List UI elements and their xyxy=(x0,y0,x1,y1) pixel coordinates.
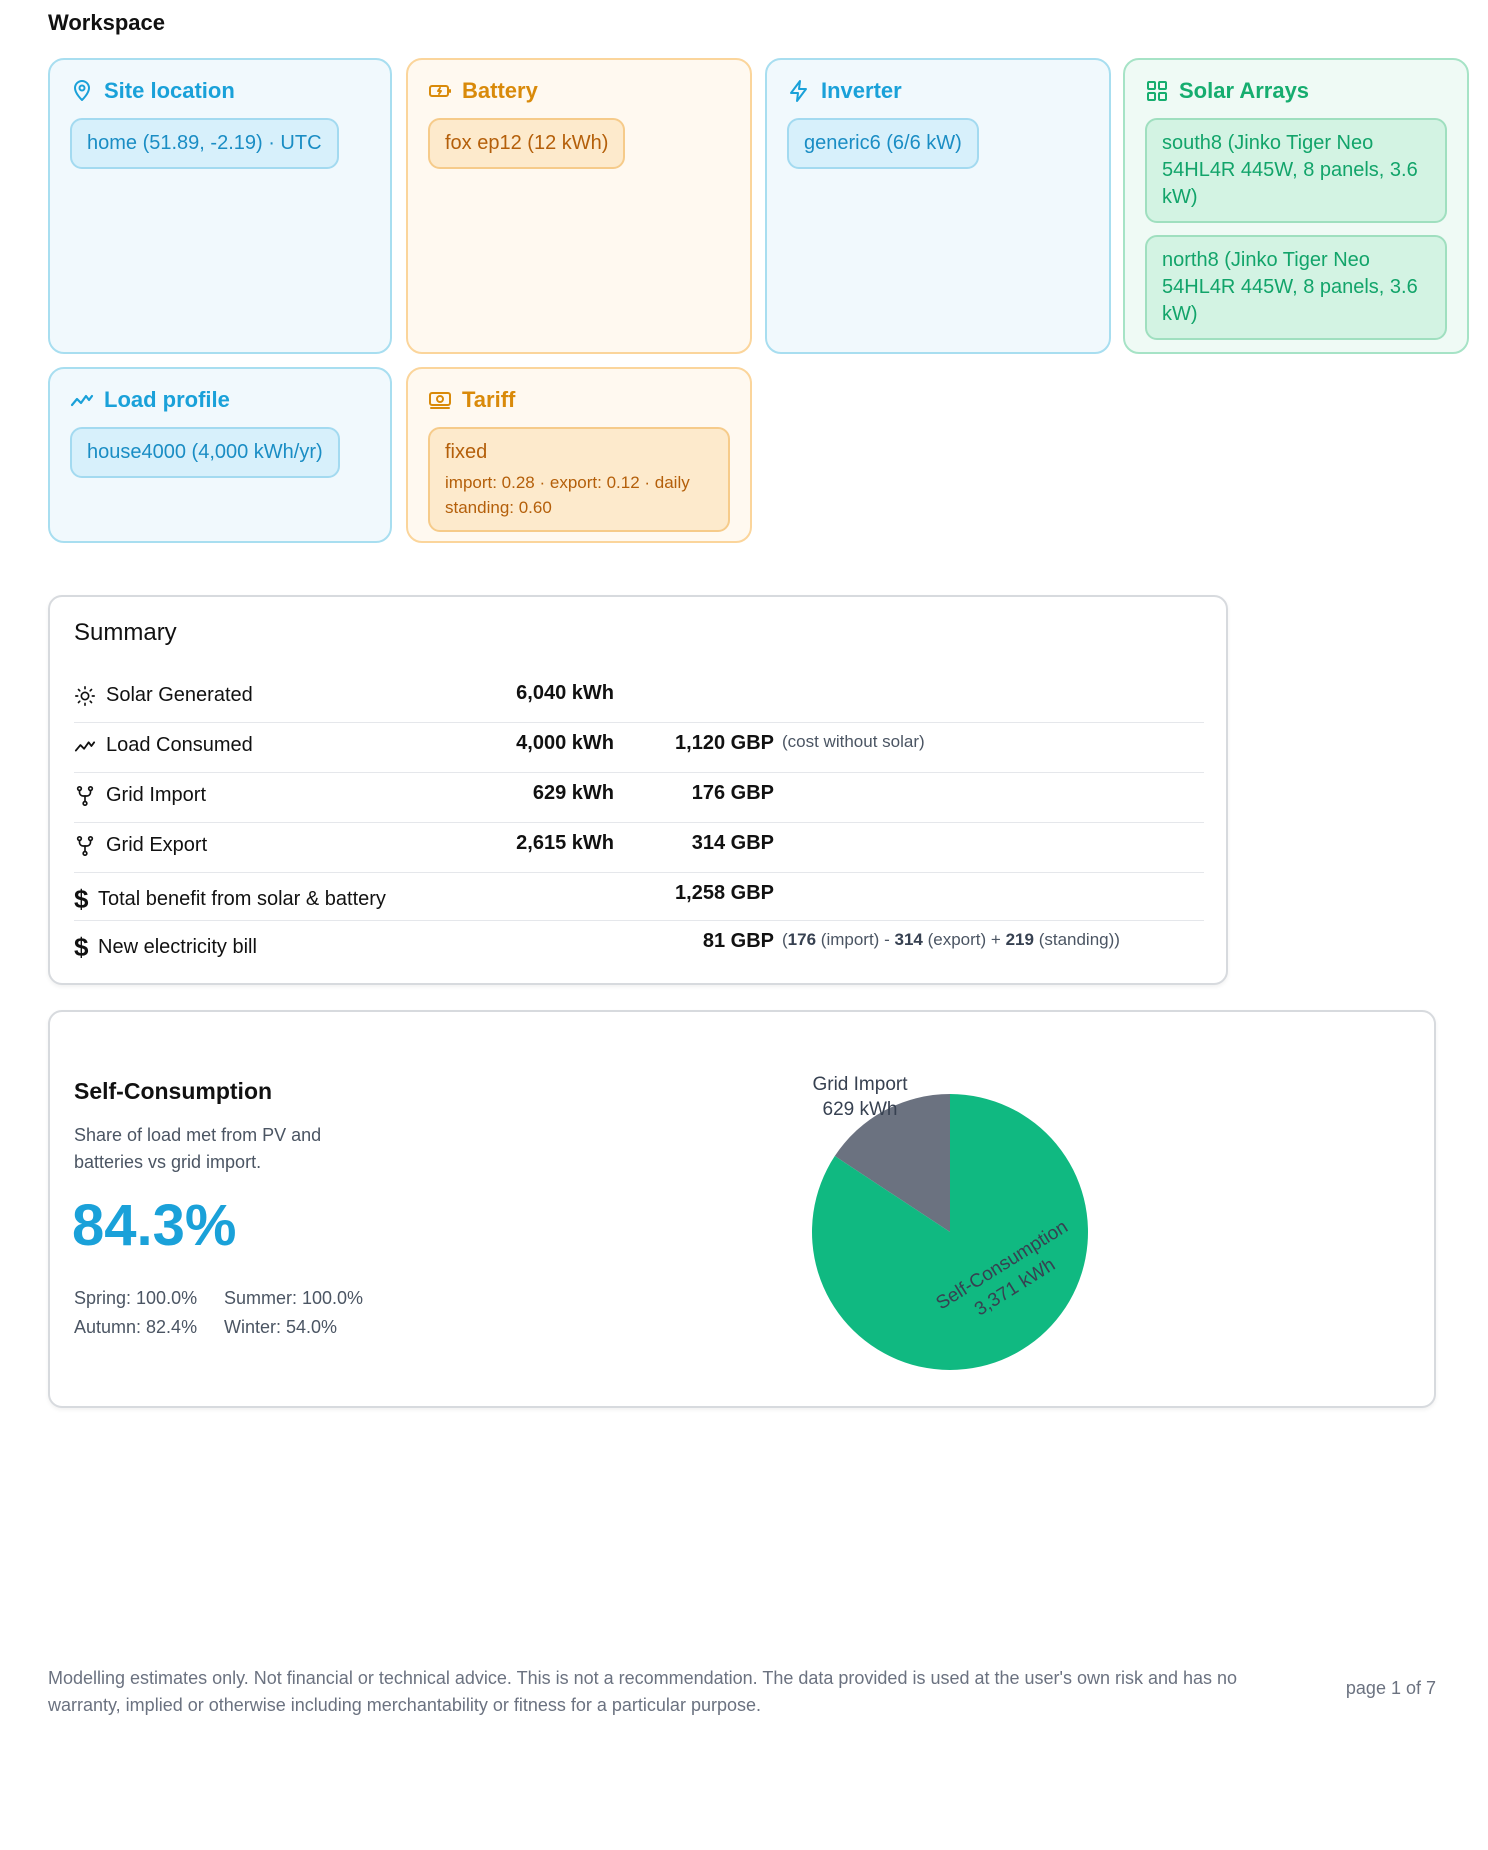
pie-slice-grid-import xyxy=(834,1094,950,1232)
fork-icon xyxy=(76,785,94,806)
tariff-card[interactable]: Tariff fixed import: 0.28 · export: 0.12… xyxy=(406,367,752,543)
summary-label: New electricity bill xyxy=(98,936,257,958)
site-chip[interactable]: home (51.89, -2.19) · UTC xyxy=(70,118,339,169)
pie-label-grid-import: Grid Import xyxy=(812,1074,908,1095)
summary-gbp: 1,258 GBP xyxy=(675,882,774,904)
summary-panel: Summary Solar Generated 6,040 kWh Load C… xyxy=(48,595,1228,985)
summary-kwh: 4,000 kWh xyxy=(516,732,614,754)
sun-icon xyxy=(75,685,95,706)
trend-line-icon xyxy=(70,394,94,407)
bill-breakdown: (176 (import) - 314 (export) + 219 (stan… xyxy=(782,930,1120,949)
summary-label: Total benefit from solar & battery xyxy=(98,888,386,910)
summary-row-solar-generated: Solar Generated 6,040 kWh xyxy=(74,672,1204,723)
self-consumption-panel: Self-Consumption Share of load met from … xyxy=(48,1010,1436,1408)
inverter-chip[interactable]: generic6 (6/6 kW) xyxy=(787,118,979,169)
disclaimer: Modelling estimates only. Not financial … xyxy=(48,1668,1238,1715)
summary-row-grid-export: Grid Export 2,615 kWh 314 GBP xyxy=(74,822,1204,873)
battery-card[interactable]: Battery fox ep12 (12 kWh) xyxy=(406,58,752,354)
grid-icon xyxy=(1147,81,1167,101)
self-consumption-title: Self-Consumption xyxy=(74,1078,273,1104)
self-consumption-description: Share of load met from PV and batteries … xyxy=(74,1125,322,1172)
inverter-header: Inverter xyxy=(787,78,1089,104)
battery-header: Battery xyxy=(428,78,730,104)
summary-label: Grid Import xyxy=(106,784,207,806)
fork-icon xyxy=(76,835,94,856)
summary-kwh: 2,615 kWh xyxy=(516,832,614,854)
summary-label: Load Consumed xyxy=(106,734,253,756)
summary-kwh: 6,040 kWh xyxy=(516,682,614,704)
solar-array-chip-south8[interactable]: south8 (Jinko Tiger Neo 54HL4R 445W, 8 p… xyxy=(1145,118,1447,223)
map-pin-icon xyxy=(74,80,90,101)
site-location-card[interactable]: Site location home (51.89, -2.19) · UTC xyxy=(48,58,392,354)
tariff-name: fixed xyxy=(445,441,488,463)
tariff-header: Tariff xyxy=(428,387,730,413)
summary-row-load-consumed: Load Consumed 4,000 kWh 1,120 GBP (cost … xyxy=(74,722,1204,773)
tariff-chip[interactable]: fixed import: 0.28 · export: 0.12 · dail… xyxy=(428,427,730,532)
solar-array-chip-north8[interactable]: north8 (Jinko Tiger Neo 54HL4R 445W, 8 p… xyxy=(1145,235,1447,340)
self-consumption-pie-chart: Grid Import 629 kWh Self-Consumption 3,371 … xyxy=(750,1032,1150,1392)
season-summer: Summer: 100.0% xyxy=(224,1288,364,1308)
inverter-card[interactable]: Inverter generic6 (6/6 kW) xyxy=(765,58,1111,354)
summary-title: Summary xyxy=(74,619,177,646)
banknote-icon xyxy=(429,392,451,409)
summary-gbp: 314 GBP xyxy=(691,832,774,854)
lightning-icon xyxy=(790,80,807,102)
dollar-icon: $ xyxy=(74,932,89,962)
summary-kwh: 629 kWh xyxy=(532,782,614,804)
trend-line-icon xyxy=(74,740,96,751)
page-number: page 1 of 7 xyxy=(1345,1678,1436,1698)
load-profile-header: Load profile xyxy=(70,387,370,413)
summary-gbp: 176 GBP xyxy=(691,782,774,804)
pie-slice-self-consumption xyxy=(812,1094,1088,1370)
load-profile-card[interactable]: Load profile house4000 (4,000 kWh/yr) xyxy=(48,367,392,543)
summary-label: Grid Export xyxy=(106,834,208,856)
solar-arrays-card[interactable]: Solar Arrays south8 (Jinko Tiger Neo 54H… xyxy=(1123,58,1469,354)
tariff-title: Tariff xyxy=(462,387,516,412)
battery-icon xyxy=(429,85,451,97)
workspace-title: Workspace xyxy=(48,10,165,35)
summary-gbp: 81 GBP xyxy=(702,930,774,952)
summary-row-grid-import: Grid Import 629 kWh 176 GBP xyxy=(74,772,1204,823)
inverter-title: Inverter xyxy=(821,78,902,103)
site-location-title: Site location xyxy=(104,78,235,103)
summary-row-total-benefit: $ Total benefit from solar & battery 1,2… xyxy=(74,872,1204,921)
summary-gbp: 1,120 GBP xyxy=(675,732,774,754)
summary-note: (cost without solar) xyxy=(782,732,925,751)
solar-arrays-header: Solar Arrays xyxy=(1145,78,1447,104)
battery-title: Battery xyxy=(462,78,538,103)
site-location-header: Site location xyxy=(70,78,370,104)
season-winter: Winter: 54.0% xyxy=(224,1317,338,1337)
summary-row-new-bill: $ New electricity bill 81 GBP (176 (impo… xyxy=(74,920,1204,970)
dollar-icon: $ xyxy=(74,884,89,914)
season-spring: Spring: 100.0% xyxy=(74,1288,198,1308)
solar-arrays-title: Solar Arrays xyxy=(1179,78,1310,103)
summary-label: Solar Generated xyxy=(106,684,253,706)
battery-chip[interactable]: fox ep12 (12 kWh) xyxy=(428,118,626,169)
season-breakdown: Spring: 100.0% Summer: 100.0% Autumn: 82… xyxy=(74,1284,374,1342)
load-profile-title: Load profile xyxy=(104,387,230,412)
season-autumn: Autumn: 82.4% xyxy=(74,1317,198,1337)
pie-value-grid-import: 629 kWh xyxy=(823,1099,898,1120)
tariff-detail: import: 0.28 · export: 0.12 · daily stan… xyxy=(445,473,690,517)
load-profile-chip[interactable]: house4000 (4,000 kWh/yr) xyxy=(70,427,340,478)
self-consumption-value: 84.3% xyxy=(72,1193,237,1258)
